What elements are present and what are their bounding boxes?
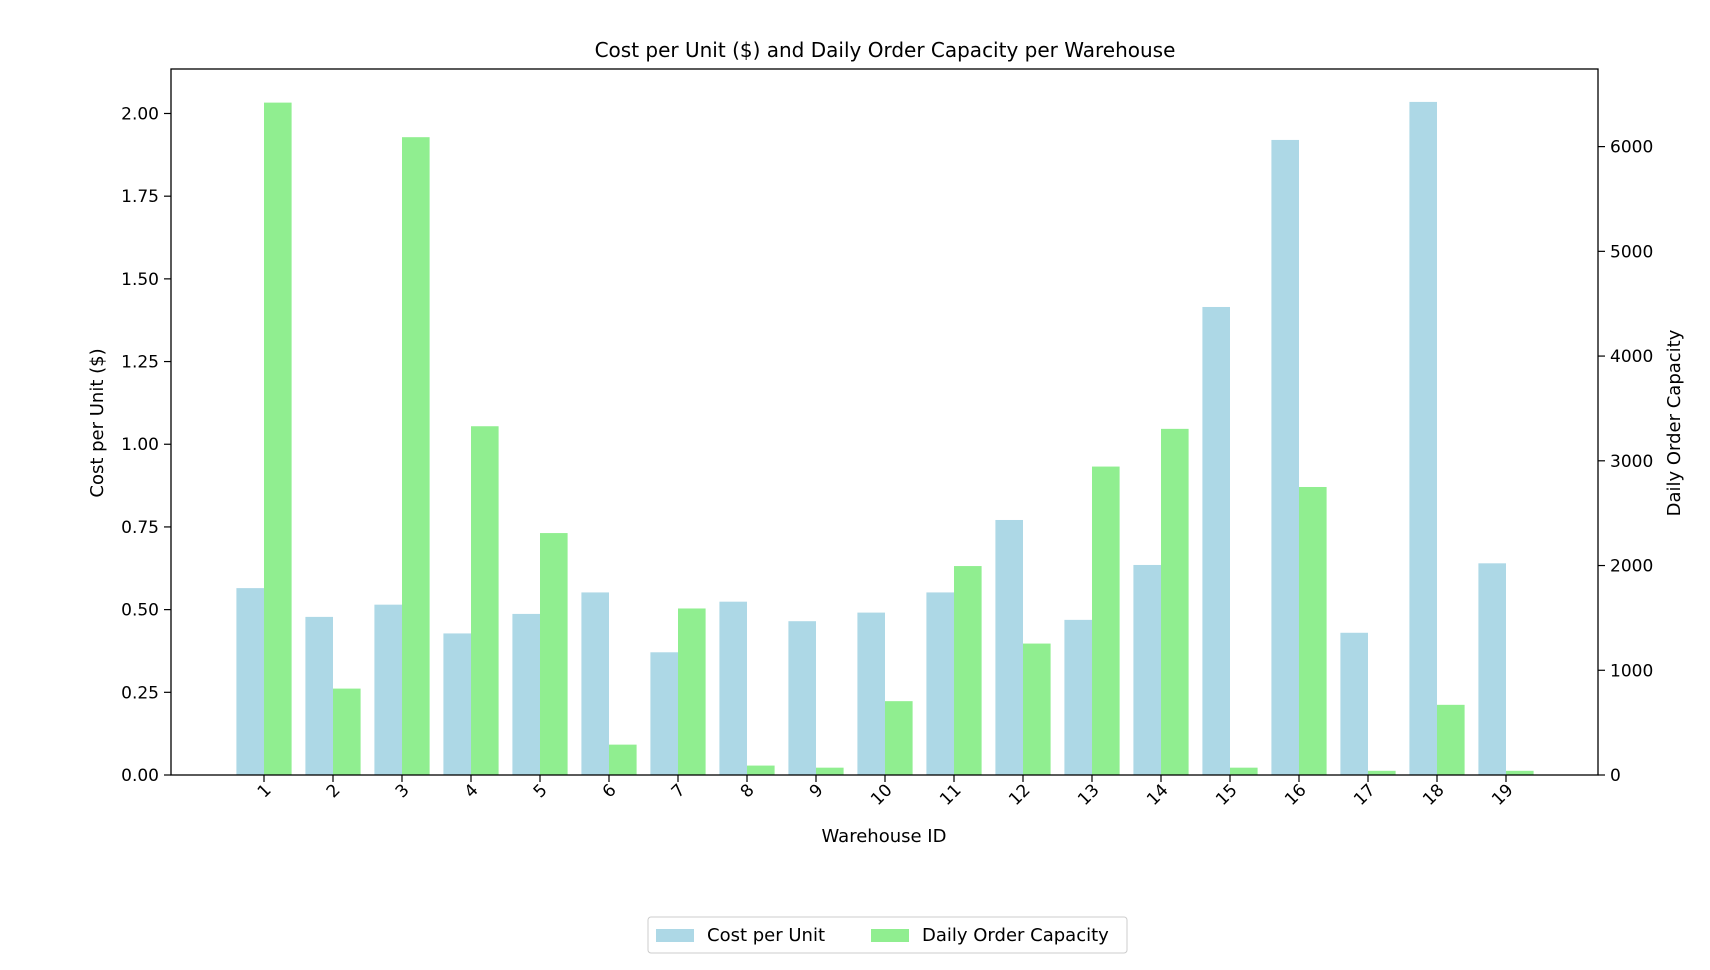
- cost-bar-7: [650, 652, 678, 775]
- capacity-bar-6: [609, 744, 637, 775]
- y-right-tick-label: 4000: [1610, 347, 1653, 367]
- x-tick-label: 4: [461, 780, 483, 802]
- x-tick-label: 10: [867, 780, 896, 809]
- cost-bar-14: [1133, 564, 1161, 775]
- y-right-tick-label: 3000: [1610, 452, 1653, 472]
- capacity-bar-3: [402, 137, 430, 776]
- chart-title: Cost per Unit ($) and Daily Order Capaci…: [595, 38, 1176, 62]
- y-left-tick-label: 2.00: [121, 104, 159, 124]
- capacity-bar-5: [540, 533, 568, 775]
- capacity-bar-8: [747, 765, 775, 775]
- cost-bar-3: [374, 604, 402, 775]
- x-axis: 1 2 3 4 5 6 7 8 9 10 11 12 13 14 15 16 17 18 19: [254, 775, 1518, 810]
- x-tick-label: 14: [1143, 780, 1172, 809]
- capacity-bar-16: [1299, 486, 1327, 775]
- x-tick-label: 15: [1212, 780, 1241, 809]
- y-left-tick-label: 0.25: [121, 683, 159, 703]
- cost-bar-16: [1271, 139, 1299, 776]
- x-axis-label: Warehouse ID: [822, 826, 947, 847]
- x-tick-label: 1: [254, 780, 276, 802]
- x-tick-label: 9: [806, 780, 828, 802]
- capacity-bar-15: [1230, 767, 1258, 775]
- capacity-bar-19: [1506, 770, 1534, 775]
- x-tick-label: 17: [1350, 780, 1379, 809]
- y-right-tick-label: 6000: [1610, 138, 1653, 158]
- cost-bar-12: [995, 519, 1023, 775]
- capacity-bar-9: [816, 767, 844, 775]
- y-right-tick-label: 0: [1610, 766, 1621, 786]
- legend-label-daily-order-capacity: Daily Order Capacity: [922, 925, 1109, 946]
- x-tick-label: 6: [599, 780, 621, 802]
- legend-swatch-daily-order-capacity: [871, 929, 909, 942]
- capacity-bar-2: [333, 688, 361, 775]
- cost-bar-6: [581, 592, 609, 775]
- capacity-bar-11: [954, 566, 982, 775]
- cost-per-unit-bars: [236, 101, 1506, 776]
- cost-bar-9: [788, 621, 816, 775]
- legend-label-cost-per-unit: Cost per Unit: [707, 925, 825, 946]
- cost-bar-11: [926, 592, 954, 775]
- y-left-tick-label: 1.50: [121, 270, 159, 290]
- y-left-tick-label: 0.50: [121, 601, 159, 621]
- cost-bar-8: [719, 601, 747, 775]
- y-axis-right-label: Daily Order Capacity: [1664, 329, 1685, 516]
- y-left-tick-label: 0.00: [121, 766, 159, 786]
- y-right-tick-label: 5000: [1610, 242, 1653, 262]
- capacity-bar-7: [678, 608, 706, 775]
- x-tick-label: 7: [668, 780, 690, 802]
- x-tick-label: 5: [530, 780, 552, 802]
- cost-bar-15: [1202, 306, 1230, 775]
- capacity-bar-1: [264, 102, 292, 776]
- y-axis-left-label: Cost per Unit ($): [87, 348, 108, 497]
- cost-bar-13: [1064, 619, 1092, 775]
- cost-bar-17: [1340, 632, 1368, 775]
- y-left-tick-label: 1.00: [121, 435, 159, 455]
- cost-bar-5: [512, 613, 540, 775]
- cost-bar-4: [443, 633, 471, 775]
- daily-order-capacity-bars: [264, 102, 1534, 776]
- cost-bar-1: [236, 588, 264, 775]
- cost-bar-18: [1409, 101, 1437, 776]
- y-left-tick-label: 1.25: [121, 353, 159, 373]
- x-tick-label: 19: [1488, 780, 1517, 809]
- x-tick-label: 8: [737, 780, 759, 802]
- cost-bar-19: [1478, 563, 1506, 775]
- y-left-tick-label: 0.75: [121, 518, 159, 538]
- x-tick-label: 13: [1074, 780, 1103, 809]
- x-tick-label: 16: [1281, 780, 1310, 809]
- capacity-bar-14: [1161, 428, 1189, 775]
- capacity-bar-17: [1368, 770, 1396, 775]
- x-tick-label: 12: [1005, 780, 1034, 809]
- legend: Cost per Unit Daily Order Capacity: [647, 916, 1128, 954]
- y-right-tick-label: 2000: [1610, 557, 1653, 577]
- x-tick-label: 2: [323, 780, 345, 802]
- y-left-tick-label: 1.75: [121, 187, 159, 207]
- capacity-bar-12: [1023, 643, 1051, 775]
- capacity-bar-13: [1092, 466, 1120, 775]
- cost-bar-10: [857, 612, 885, 775]
- capacity-bar-10: [885, 701, 913, 775]
- right-axis: 0 1000 2000 3000 4000 5000 6000: [1598, 138, 1653, 786]
- capacity-bar-18: [1437, 704, 1465, 775]
- x-tick-label: 18: [1419, 780, 1448, 809]
- cost-bar-2: [305, 616, 333, 775]
- x-tick-label: 3: [392, 780, 414, 802]
- capacity-bar-4: [471, 426, 499, 775]
- legend-swatch-cost-per-unit: [656, 929, 694, 942]
- x-tick-label: 11: [936, 780, 965, 809]
- y-right-tick-label: 1000: [1610, 661, 1653, 681]
- left-axis: 0.00 0.25 0.50 0.75 1.00 1.25 1.50 1.75 2.00: [121, 104, 171, 786]
